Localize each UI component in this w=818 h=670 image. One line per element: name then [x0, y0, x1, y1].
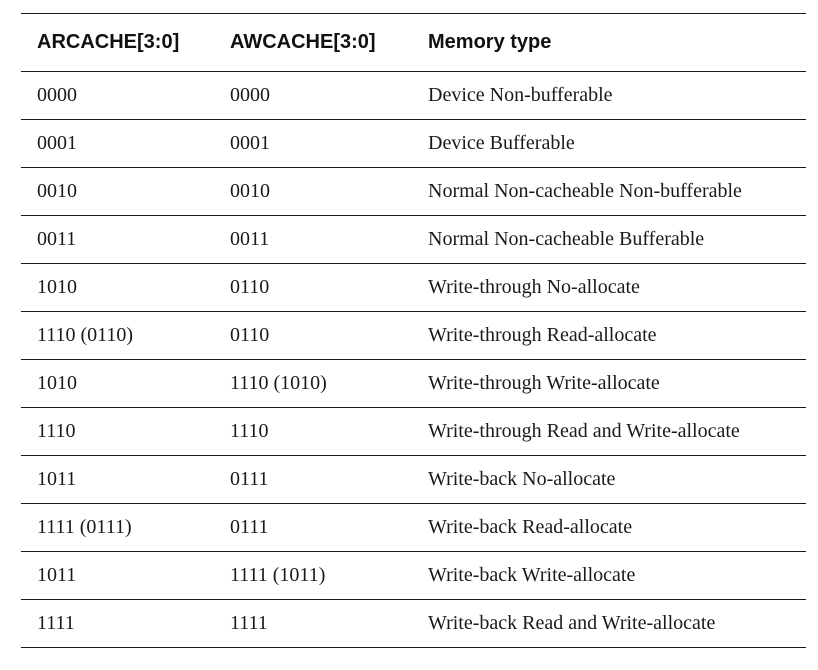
cell-arcache: 0001: [21, 119, 214, 168]
cell-memory-type: Normal Non-cacheable Bufferable: [412, 215, 806, 264]
cell-arcache: 0010: [21, 167, 214, 216]
table-row: 1110 1110 Write-through Read and Write-a…: [21, 407, 806, 456]
cell-arcache: 1111 (0111): [21, 503, 214, 552]
cell-arcache: 1011: [21, 551, 214, 600]
cell-memory-type: Normal Non-cacheable Non-bufferable: [412, 167, 806, 216]
table-body: 0000 0000 Device Non-bufferable 0001 000…: [21, 71, 806, 648]
table-row: 0011 0011 Normal Non-cacheable Bufferabl…: [21, 215, 806, 264]
cell-awcache: 0111: [214, 503, 412, 552]
table-row: 1010 1110 (1010) Write-through Write-all…: [21, 359, 806, 408]
header-memory-type: Memory type: [412, 13, 806, 72]
cell-arcache: 1010: [21, 359, 214, 408]
table-row: 1110 (0110) 0110 Write-through Read-allo…: [21, 311, 806, 360]
cell-awcache: 0111: [214, 455, 412, 504]
cell-awcache: 1110 (1010): [214, 359, 412, 408]
table-row: 1111 (0111) 0111 Write-back Read-allocat…: [21, 503, 806, 552]
cell-memory-type: Write-back Write-allocate: [412, 551, 806, 600]
cell-arcache: 0000: [21, 71, 214, 120]
cell-memory-type: Write-through Read and Write-allocate: [412, 407, 806, 456]
table-row: 1011 1111 (1011) Write-back Write-alloca…: [21, 551, 806, 600]
cell-awcache: 1111 (1011): [214, 551, 412, 600]
cell-awcache: 0010: [214, 167, 412, 216]
cell-awcache: 0000: [214, 71, 412, 120]
cell-arcache: 1010: [21, 263, 214, 312]
table-row: 1111 1111 Write-back Read and Write-allo…: [21, 599, 806, 648]
memory-type-table-container: ARCACHE[3:0] AWCACHE[3:0] Memory type 00…: [21, 13, 806, 648]
cell-memory-type: Device Non-bufferable: [412, 71, 806, 120]
cell-arcache: 1011: [21, 455, 214, 504]
cell-arcache: 1110 (0110): [21, 311, 214, 360]
cell-awcache: 0001: [214, 119, 412, 168]
cell-memory-type: Write-through Read-allocate: [412, 311, 806, 360]
table-row: 0001 0001 Device Bufferable: [21, 119, 806, 168]
table-row: 0000 0000 Device Non-bufferable: [21, 71, 806, 120]
cell-arcache: 0011: [21, 215, 214, 264]
header-awcache: AWCACHE[3:0]: [214, 13, 412, 72]
cell-awcache: 0110: [214, 311, 412, 360]
cell-memory-type: Write-through No-allocate: [412, 263, 806, 312]
table-header: ARCACHE[3:0] AWCACHE[3:0] Memory type: [21, 13, 806, 72]
cell-memory-type: Write-back No-allocate: [412, 455, 806, 504]
cell-memory-type: Device Bufferable: [412, 119, 806, 168]
cell-memory-type: Write-through Write-allocate: [412, 359, 806, 408]
cell-arcache: 1110: [21, 407, 214, 456]
cell-awcache: 0011: [214, 215, 412, 264]
cell-awcache: 0110: [214, 263, 412, 312]
table-row: 0010 0010 Normal Non-cacheable Non-buffe…: [21, 167, 806, 216]
cell-arcache: 1111: [21, 599, 214, 648]
table-row: 1011 0111 Write-back No-allocate: [21, 455, 806, 504]
header-row: ARCACHE[3:0] AWCACHE[3:0] Memory type: [21, 13, 806, 72]
cell-memory-type: Write-back Read and Write-allocate: [412, 599, 806, 648]
cell-awcache: 1111: [214, 599, 412, 648]
cell-awcache: 1110: [214, 407, 412, 456]
header-arcache: ARCACHE[3:0]: [21, 13, 214, 72]
memory-type-table: ARCACHE[3:0] AWCACHE[3:0] Memory type 00…: [21, 13, 806, 648]
cell-memory-type: Write-back Read-allocate: [412, 503, 806, 552]
table-row: 1010 0110 Write-through No-allocate: [21, 263, 806, 312]
